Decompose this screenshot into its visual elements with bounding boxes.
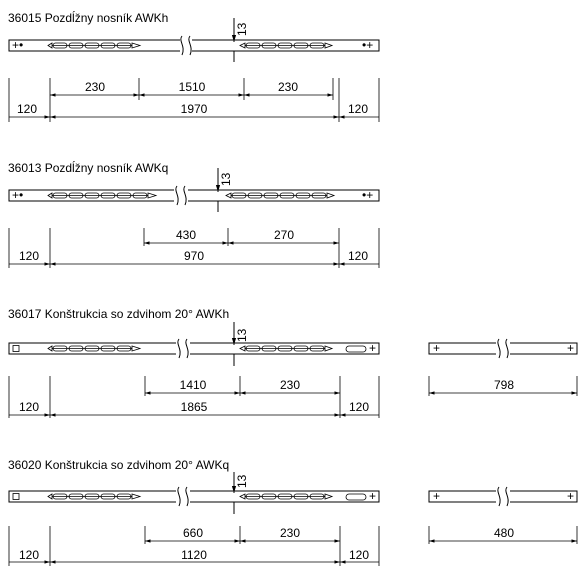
arrow-label: 13 — [235, 474, 249, 488]
dim-label: 1865 — [181, 400, 208, 414]
section-title: 36013 Pozdĺžny nosník AWKq — [8, 160, 168, 175]
dim-label: 660 — [183, 526, 203, 540]
dim-label: 120 — [17, 102, 37, 116]
break-mark — [505, 486, 509, 507]
side-piece: + + 798 — [428, 338, 578, 396]
section-36013: 36013 Pozdĺžny nosník AWKq +• •+ — [8, 160, 380, 268]
square-hole-icon — [12, 493, 20, 500]
dim-label: 270 — [274, 228, 294, 242]
slot-icon — [345, 345, 367, 353]
dim-label: 230 — [85, 80, 105, 94]
slot-chain — [47, 192, 158, 199]
break-mark — [180, 35, 184, 56]
dim-label: 430 — [176, 228, 196, 242]
section-36017: 36017 Konštrukcia so zdvihom 20° AWKh + — [8, 307, 578, 418]
slot-chain — [239, 493, 334, 500]
dim-label: 120 — [348, 249, 368, 263]
slot-icon — [345, 493, 367, 501]
dim-label: 120 — [19, 249, 39, 263]
break-mark — [188, 35, 192, 56]
dim-label: 230 — [278, 80, 298, 94]
slot-chain — [225, 192, 336, 199]
arrow-label: 13 — [219, 172, 233, 186]
slot-chain — [47, 493, 142, 500]
hole-icon: + — [433, 341, 440, 355]
hole-icon: +• — [12, 188, 23, 202]
slot-chain — [239, 345, 334, 352]
dim-label: 120 — [19, 548, 39, 562]
section-title: 36015 Pozdĺžny nosník AWKh — [8, 10, 168, 25]
dim-label: 970 — [184, 249, 204, 263]
dim-label: 230 — [280, 378, 300, 392]
slot-chain — [47, 42, 142, 49]
section-title: 36020 Konštrukcia so zdvihom 20° AWKq — [8, 458, 229, 472]
break-mark — [175, 185, 179, 206]
dim-label: 120 — [348, 102, 368, 116]
hole-icon: + — [567, 489, 574, 503]
break-mark — [497, 486, 501, 507]
hole-icon: + — [567, 341, 574, 355]
dim-label: 230 — [280, 526, 300, 540]
dim-label: 1120 — [181, 548, 207, 562]
beam — [8, 342, 380, 355]
dim-label: 120 — [349, 548, 369, 562]
beam — [8, 39, 380, 52]
slot-chain — [47, 345, 142, 352]
hole-icon: + — [369, 341, 376, 355]
section-36015: 36015 Pozdĺžny nosník AWKh +• •+ — [8, 10, 380, 122]
dim-label: 1970 — [181, 102, 208, 116]
arrow-label: 13 — [235, 22, 249, 36]
break-mark — [505, 338, 509, 359]
arrow-label: 13 — [235, 328, 249, 342]
side-piece: + + 480 — [428, 486, 578, 544]
square-hole-icon — [12, 345, 20, 352]
section-title: 36017 Konštrukcia so zdvihom 20° AWKh — [8, 307, 229, 321]
dim-label: 480 — [494, 526, 514, 540]
slot-chain — [239, 42, 334, 49]
break-mark — [185, 338, 189, 359]
hole-icon: + — [433, 489, 440, 503]
break-mark — [183, 185, 187, 206]
beam — [8, 490, 380, 503]
hole-icon: •+ — [362, 188, 373, 202]
break-mark — [497, 338, 501, 359]
hole-icon: •+ — [362, 38, 373, 52]
break-mark — [177, 486, 181, 507]
hole-icon: +• — [12, 38, 23, 52]
dim-label: 1410 — [180, 378, 207, 392]
section-36020: 36020 Konštrukcia so zdvihom 20° AWKq + — [8, 458, 578, 566]
dim-label: 120 — [349, 400, 369, 414]
break-mark — [185, 486, 189, 507]
break-mark — [177, 338, 181, 359]
dim-label: 798 — [494, 378, 514, 392]
hole-icon: + — [369, 489, 376, 503]
beam — [8, 189, 380, 202]
dim-label: 1510 — [179, 80, 206, 94]
dim-label: 120 — [19, 400, 39, 414]
